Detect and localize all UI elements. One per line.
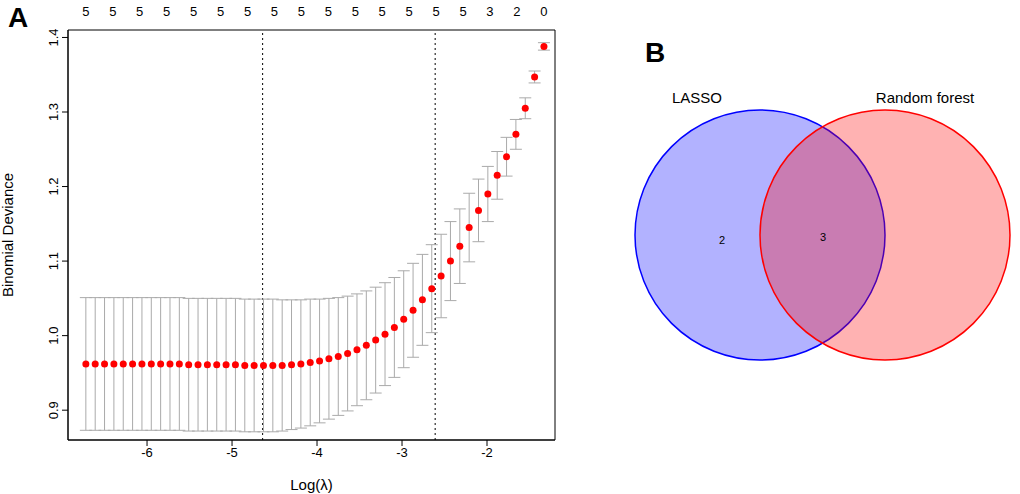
svg-text:5: 5 <box>271 4 278 19</box>
svg-text:2: 2 <box>513 4 520 19</box>
svg-text:5: 5 <box>432 4 439 19</box>
svg-text:5: 5 <box>109 4 116 19</box>
svg-text:5: 5 <box>298 4 305 19</box>
svg-text:5: 5 <box>352 4 359 19</box>
svg-text:5: 5 <box>136 4 143 19</box>
html-text:A: A <box>8 2 29 33</box>
svg-text:5: 5 <box>379 4 386 19</box>
svg-text:Binomial Deviance: Binomial Deviance <box>8 173 16 297</box>
svg-text:Random forest: Random forest <box>876 89 975 106</box>
svg-text:5: 5 <box>244 4 251 19</box>
svg-text:2: 2 <box>719 234 725 246</box>
svg-text:5: 5 <box>82 4 89 19</box>
svg-text:-3: -3 <box>396 445 408 460</box>
svg-text:5: 5 <box>325 4 332 19</box>
svg-text:3: 3 <box>486 4 493 19</box>
svg-text:3: 3 <box>820 231 826 243</box>
svg-text:1.2: 1.2 <box>46 178 61 196</box>
svg-text:LASSO: LASSO <box>672 89 722 106</box>
svg-text:B: B <box>645 37 665 68</box>
svg-text:0.9: 0.9 <box>46 401 61 419</box>
svg-text:1.0: 1.0 <box>46 327 61 345</box>
svg-text:1.3: 1.3 <box>46 103 61 121</box>
svg-text:5: 5 <box>163 4 170 19</box>
svg-text:-2: -2 <box>481 445 493 460</box>
svg-text:1.4: 1.4 <box>46 28 61 46</box>
svg-text:5: 5 <box>459 4 466 19</box>
svg-text:0: 0 <box>540 4 547 19</box>
svg-text:-6: -6 <box>141 445 153 460</box>
svg-text:-4: -4 <box>311 445 323 460</box>
svg-text:5: 5 <box>217 4 224 19</box>
svg-text:5: 5 <box>190 4 197 19</box>
svg-text:5: 5 <box>406 4 413 19</box>
svg-text:-5: -5 <box>226 445 238 460</box>
svg-text:Log(λ): Log(λ) <box>290 476 333 493</box>
svg-text:1.1: 1.1 <box>46 252 61 270</box>
